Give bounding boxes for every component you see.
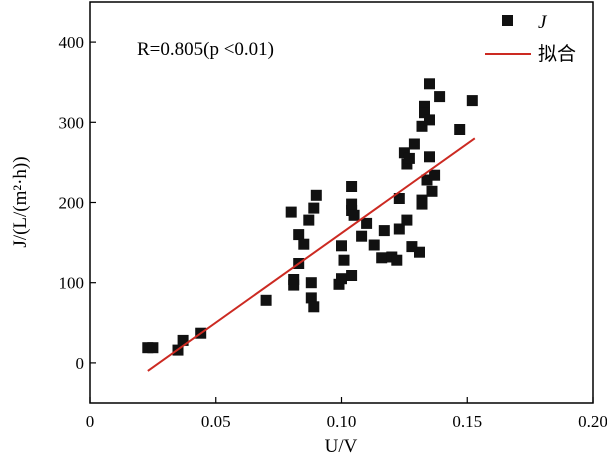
data-point xyxy=(336,240,347,252)
data-point xyxy=(406,241,418,253)
x-tick-label: 0 xyxy=(86,412,95,431)
data-point xyxy=(416,120,428,132)
data-point xyxy=(424,151,435,163)
data-point xyxy=(424,78,435,90)
data-point xyxy=(361,217,373,229)
data-point xyxy=(310,189,322,201)
x-tick-label: 0.10 xyxy=(327,412,357,431)
data-point xyxy=(346,181,358,192)
data-point xyxy=(414,246,425,258)
data-point xyxy=(288,279,300,291)
data-point xyxy=(288,274,300,285)
data-point xyxy=(378,225,390,237)
data-point xyxy=(348,209,360,221)
data-point xyxy=(305,277,317,289)
data-point xyxy=(356,230,368,242)
data-point xyxy=(466,95,478,107)
data-point xyxy=(260,294,272,306)
data-point xyxy=(336,273,347,285)
data-point xyxy=(454,124,466,135)
data-point xyxy=(421,174,433,186)
data-point xyxy=(147,342,159,354)
correlation-annotation: R=0.805(p <0.01) xyxy=(137,39,274,60)
x-tick-label: 0.05 xyxy=(201,412,231,431)
data-point xyxy=(333,278,345,290)
data-point xyxy=(293,229,305,241)
data-point xyxy=(346,270,358,281)
data-point xyxy=(368,239,380,251)
legend-marker-square xyxy=(502,15,513,26)
data-point xyxy=(419,107,430,119)
data-point xyxy=(401,214,413,226)
y-tick-label: 400 xyxy=(59,33,85,52)
x-tick-label: 0.20 xyxy=(578,412,607,431)
y-axis-title: J/(L/(m²·h)) xyxy=(10,156,31,247)
y-tick-label: 0 xyxy=(76,354,85,373)
data-point xyxy=(305,292,317,304)
plot-frame xyxy=(89,1,594,404)
data-point xyxy=(391,254,403,266)
data-point xyxy=(338,254,350,266)
x-axis: 0 0.05 0.10 0.15 0.20 xyxy=(86,397,607,431)
data-point xyxy=(419,100,430,112)
data-point xyxy=(298,238,310,250)
y-tick-label: 200 xyxy=(59,194,85,213)
data-point xyxy=(393,193,405,204)
data-point xyxy=(408,138,420,150)
data-point xyxy=(426,185,438,197)
data-point xyxy=(393,223,405,235)
data-point xyxy=(398,147,410,159)
y-tick-label: 100 xyxy=(59,274,85,293)
y-tick-label: 300 xyxy=(59,113,85,132)
y-axis: 0 100 200 300 400 xyxy=(59,33,96,373)
data-point xyxy=(429,169,441,181)
x-axis-title: U/V xyxy=(325,436,358,457)
data-point xyxy=(346,198,358,210)
data-point xyxy=(401,158,413,170)
data-point xyxy=(308,301,320,313)
plot-area xyxy=(142,78,478,372)
legend: J 拟合 xyxy=(485,12,576,65)
data-point xyxy=(434,91,446,103)
data-point xyxy=(403,152,415,164)
data-point xyxy=(376,252,388,264)
data-point xyxy=(177,334,189,346)
data-point xyxy=(308,202,320,214)
data-point xyxy=(424,114,435,126)
legend-label-fit: 拟合 xyxy=(538,43,576,65)
data-point xyxy=(303,214,315,226)
x-tick-label: 0.15 xyxy=(452,412,482,431)
data-point xyxy=(285,206,297,218)
legend-label-scatter: J xyxy=(538,12,548,33)
data-point xyxy=(416,198,428,210)
fit-line xyxy=(147,137,476,372)
